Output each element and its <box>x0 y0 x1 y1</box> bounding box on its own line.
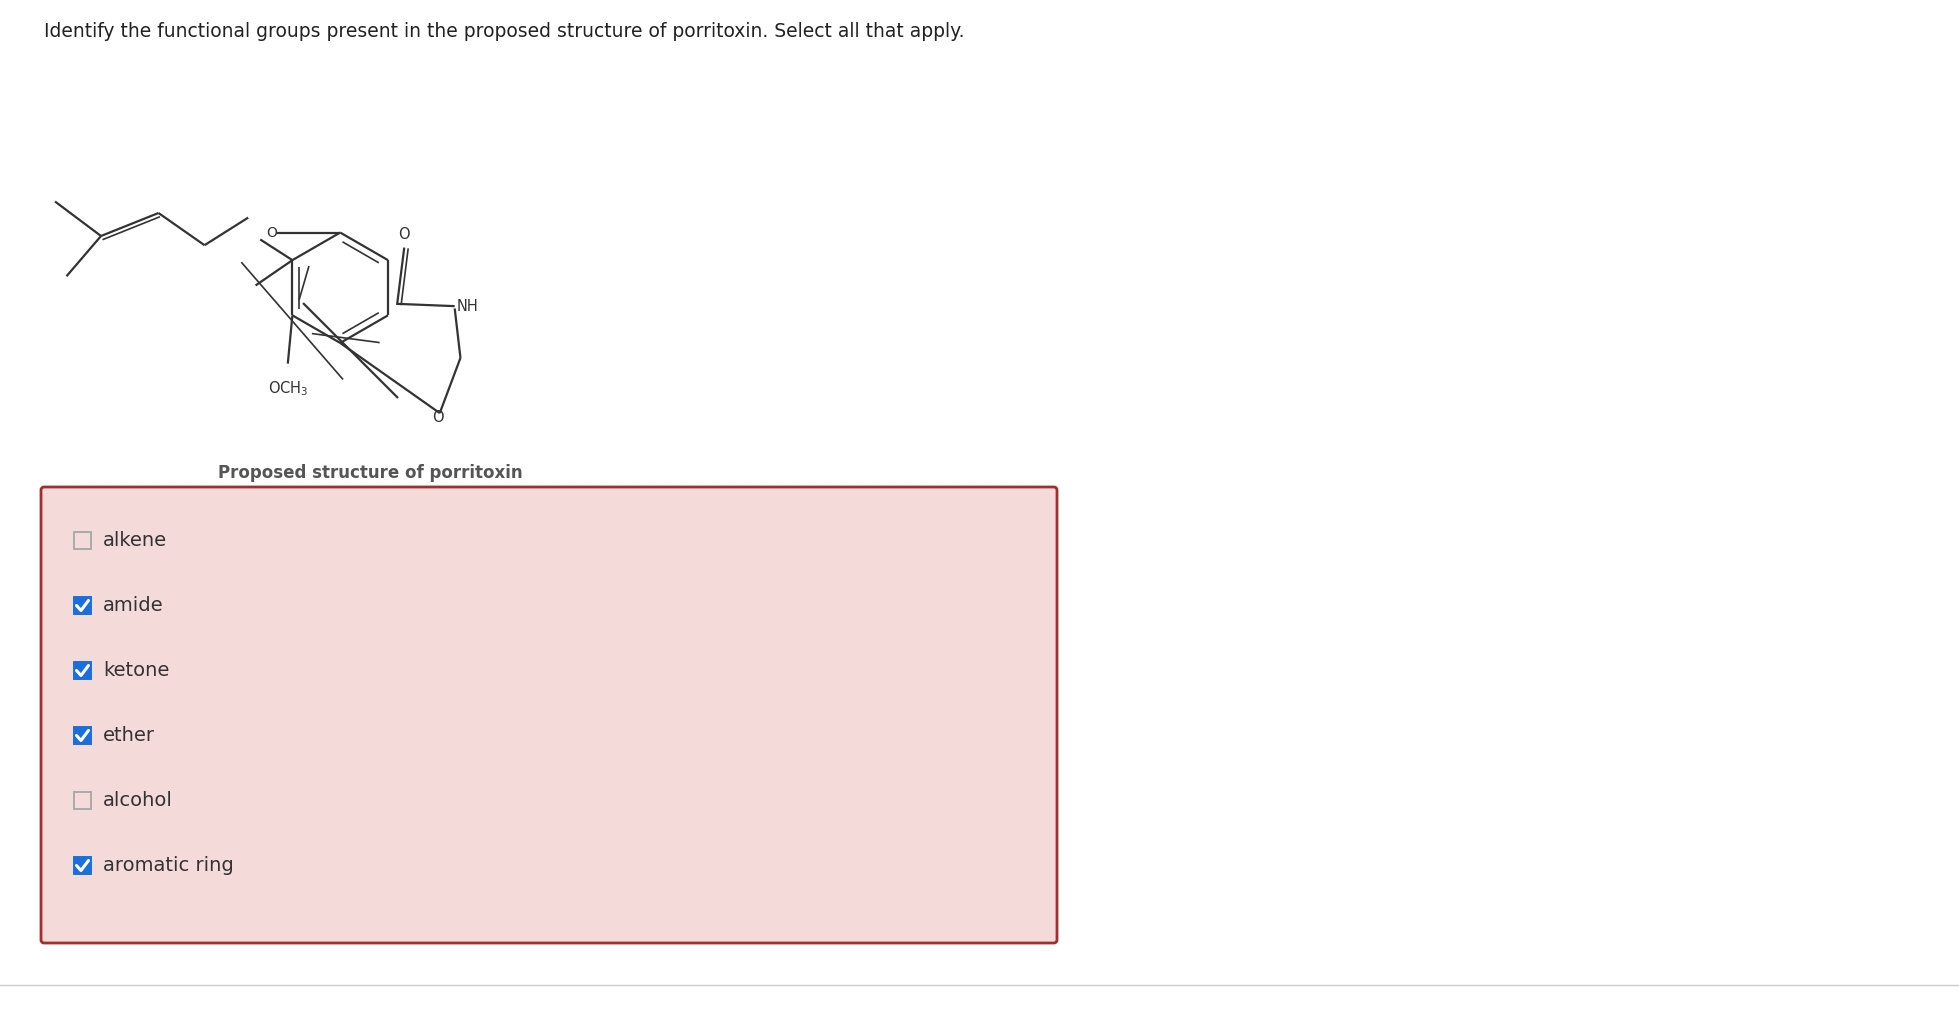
Text: O: O <box>398 227 409 242</box>
Text: ether: ether <box>104 726 155 745</box>
Bar <box>74 662 90 679</box>
Text: alkene: alkene <box>104 531 167 550</box>
Bar <box>74 532 90 549</box>
Text: O: O <box>266 225 276 239</box>
Text: OCH$_3$: OCH$_3$ <box>268 380 308 399</box>
Text: O: O <box>431 411 443 425</box>
Bar <box>74 792 90 809</box>
Text: alcohol: alcohol <box>104 791 172 810</box>
Text: Proposed structure of porritoxin: Proposed structure of porritoxin <box>217 464 523 483</box>
Bar <box>74 597 90 614</box>
Bar <box>74 727 90 744</box>
Text: aromatic ring: aromatic ring <box>104 856 233 875</box>
Text: amide: amide <box>104 596 165 615</box>
Bar <box>74 857 90 874</box>
Text: Identify the functional groups present in the proposed structure of porritoxin. : Identify the functional groups present i… <box>43 22 964 41</box>
FancyBboxPatch shape <box>41 487 1058 943</box>
Text: ketone: ketone <box>104 661 168 680</box>
Text: NH: NH <box>456 299 478 313</box>
